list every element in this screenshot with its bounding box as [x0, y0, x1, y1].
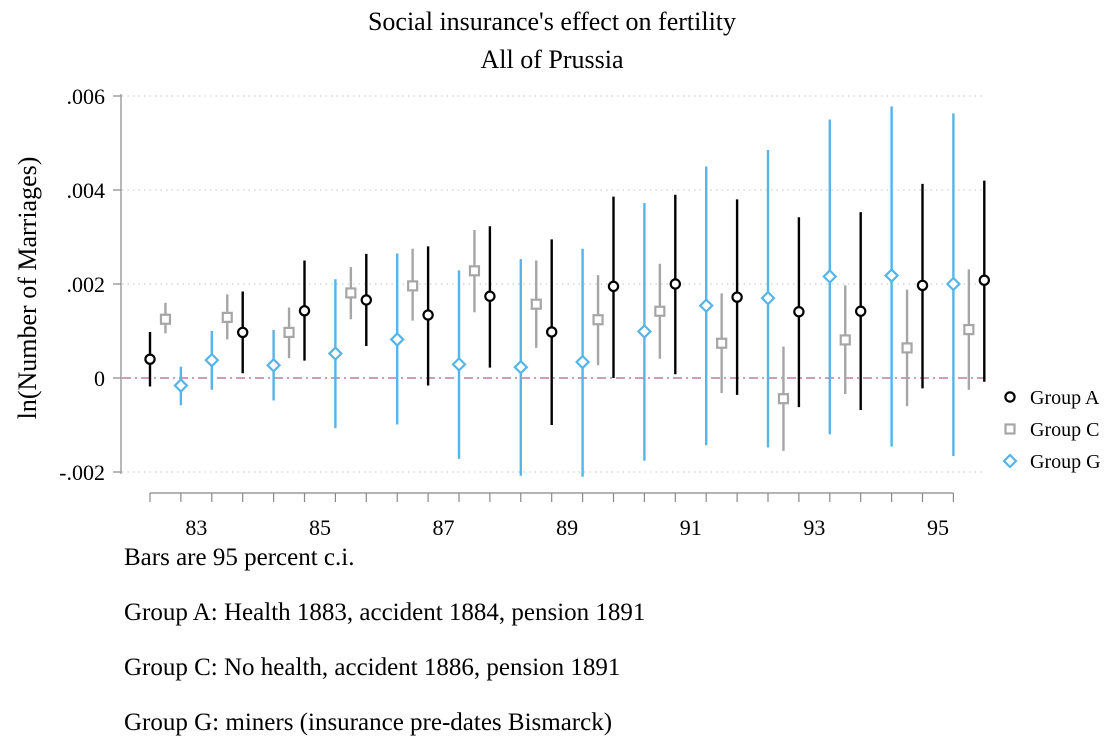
point-group-g	[389, 331, 405, 348]
point-group-c	[654, 305, 666, 317]
point-group-g	[884, 267, 900, 284]
point-group-c	[777, 393, 790, 405]
x-tick-label: 83	[185, 515, 207, 540]
legend-label-group-a: Group A	[1030, 387, 1100, 409]
point-group-c	[963, 323, 975, 336]
point-group-a	[298, 305, 311, 317]
point-group-c	[901, 342, 913, 354]
point-group-g	[575, 354, 591, 370]
chart-subtitle: All of Prussia	[481, 45, 624, 74]
point-group-a	[855, 305, 867, 317]
point-group-c	[407, 280, 419, 292]
axes: -.002 0 .002 .004 .006 83 85 87 89 91 93 95	[59, 84, 955, 540]
y-tick-label: -.002	[59, 460, 105, 485]
y-axis-title: ln(Number of Marriages)	[13, 157, 42, 420]
point-group-a	[669, 278, 682, 290]
grid	[122, 95, 985, 473]
point-group-g	[698, 298, 714, 314]
series-group-a	[144, 180, 991, 425]
point-group-a	[793, 306, 805, 318]
point-group-c	[345, 287, 357, 299]
x-tick-label: 93	[803, 515, 825, 540]
x-tick-label: 85	[309, 515, 331, 540]
point-group-a	[546, 326, 558, 338]
note-group-a: Group A: Health 1883, accident 1884, pen…	[124, 599, 646, 626]
point-group-a	[607, 280, 620, 293]
point-group-c	[221, 311, 233, 323]
point-group-a	[484, 290, 496, 302]
legend-marker-group-c	[1004, 423, 1016, 435]
note-ci: Bars are 95 percent c.i.	[124, 544, 355, 571]
point-group-a	[144, 353, 156, 365]
point-group-g	[760, 290, 776, 306]
y-tick-label: .004	[67, 178, 106, 203]
legend: Group A Group C Group G	[1002, 387, 1101, 473]
point-group-g	[945, 276, 961, 292]
x-tick-label: 89	[556, 515, 578, 540]
point-group-a	[422, 309, 434, 321]
series-group-c	[159, 229, 975, 451]
point-group-a	[916, 279, 929, 292]
legend-label-group-g: Group G	[1030, 451, 1101, 473]
y-tick-label: .006	[67, 84, 106, 109]
y-tick-label: 0	[94, 366, 105, 391]
note-group-g: Group G: miners (insurance pre-dates Bis…	[124, 709, 613, 736]
note-group-c: Group C: No health, accident 1886, pensi…	[124, 654, 621, 681]
point-group-c	[283, 326, 295, 339]
x-tick-label: 91	[680, 515, 702, 540]
point-group-g	[173, 377, 189, 394]
point-group-c	[716, 337, 728, 349]
point-group-g	[204, 352, 220, 368]
y-tick-label: .002	[67, 272, 106, 297]
legend-marker-group-a	[1004, 391, 1016, 403]
point-group-c	[839, 334, 851, 346]
plot-area	[144, 106, 991, 477]
point-group-g	[451, 356, 467, 372]
legend-marker-group-g	[1002, 453, 1018, 469]
point-group-a	[360, 294, 372, 306]
point-group-g	[266, 357, 282, 373]
point-group-a	[731, 291, 743, 303]
point-group-c	[468, 265, 481, 277]
legend-label-group-c: Group C	[1030, 419, 1099, 441]
point-group-c	[159, 313, 172, 325]
point-group-c	[530, 298, 542, 310]
x-tick-label: 87	[433, 515, 455, 540]
point-group-g	[513, 359, 529, 375]
point-group-g	[327, 346, 343, 362]
point-group-g	[636, 323, 652, 340]
point-group-g	[822, 268, 838, 285]
point-group-a	[236, 326, 249, 339]
series-group-g	[173, 106, 961, 477]
chart: Social insurance's effect on fertility A…	[13, 7, 1101, 540]
point-group-c	[592, 314, 604, 326]
chart-title: Social insurance's effect on fertility	[368, 7, 736, 36]
point-group-a	[978, 274, 991, 286]
x-tick-label: 95	[927, 515, 949, 540]
